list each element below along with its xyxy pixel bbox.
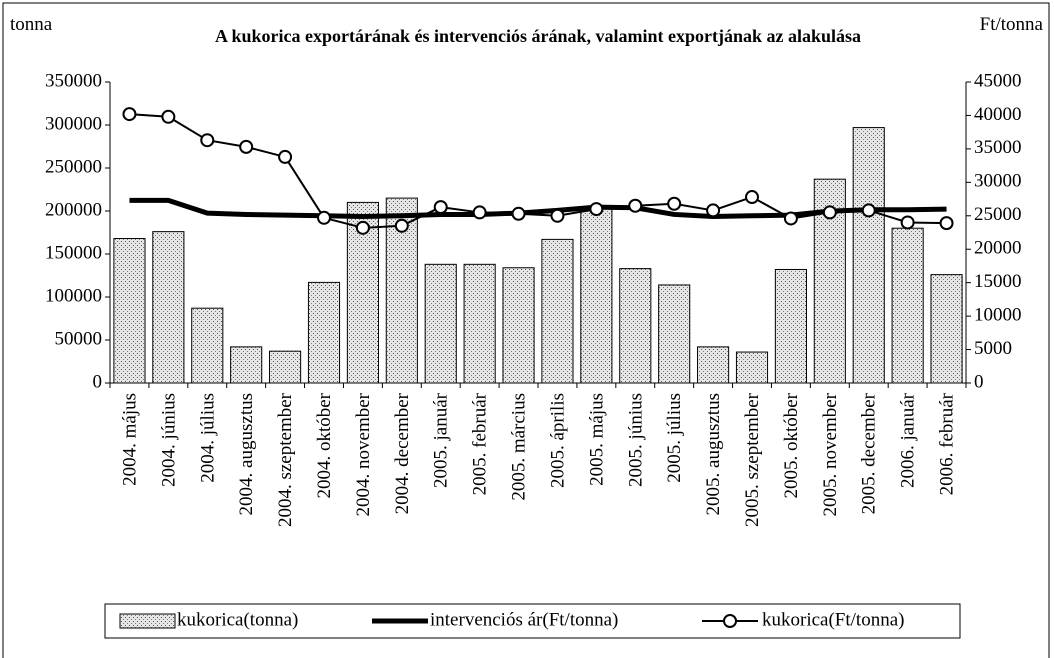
x-tick-label: 2005. február: [470, 392, 491, 495]
legend-label: kukorica(tonna): [177, 609, 298, 630]
y2-tick-label: 15000: [974, 271, 1022, 292]
x-tick-label: 2006. február: [937, 392, 958, 495]
x-tick-label: 2005. november: [820, 392, 841, 516]
marker: [783, 211, 798, 226]
y-tick-label: 0: [93, 371, 103, 392]
marker: [433, 200, 448, 215]
marker: [939, 216, 954, 231]
bar: [152, 231, 185, 384]
legend-swatch: [119, 613, 176, 629]
y2-tick-label: 10000: [974, 304, 1022, 325]
bar: [230, 346, 263, 384]
bar: [191, 307, 224, 384]
bar: [619, 268, 652, 384]
bar: [580, 207, 613, 384]
y2-tick-label: 35000: [974, 137, 1022, 158]
y-tick-label: 100000: [45, 285, 102, 306]
marker: [589, 202, 604, 217]
marker: [278, 149, 293, 164]
marker: [900, 215, 915, 230]
bar: [735, 351, 769, 384]
x-tick-label: 2004. június: [158, 393, 179, 487]
marker: [122, 107, 137, 122]
x-tick-label: 2005. július: [664, 393, 685, 483]
y2-axis-label: Ft/tonna: [980, 14, 1044, 35]
y-tick-label: 300000: [45, 113, 102, 134]
x-tick-label: 2004. december: [392, 392, 413, 514]
x-tick-label: 2005. március: [509, 393, 530, 501]
y-axis-label: tonna: [10, 14, 53, 35]
bar: [502, 267, 535, 384]
legend-swatch: [723, 614, 737, 628]
marker: [550, 208, 565, 223]
bar: [930, 274, 963, 384]
marker: [667, 196, 682, 211]
marker: [511, 206, 526, 221]
bar: [307, 281, 341, 384]
x-tick-label: 2004. július: [197, 393, 218, 483]
y2-tick-label: 25000: [974, 204, 1022, 225]
marker: [745, 190, 759, 205]
y2-tick-label: 40000: [974, 104, 1022, 125]
x-tick-label: 2004. november: [353, 392, 374, 516]
y2-tick-label: 30000: [974, 171, 1022, 192]
legend: [104, 603, 961, 639]
bar: [658, 284, 691, 384]
bar: [541, 238, 574, 384]
x-tick-label: 2004. szeptember: [275, 392, 296, 527]
marker: [822, 205, 837, 220]
x-tick-label: 2005. június: [625, 393, 646, 487]
x-tick-label: 2005. október: [781, 392, 802, 498]
marker: [472, 205, 487, 220]
bar: [269, 350, 302, 384]
y2-tick-label: 0: [974, 371, 984, 392]
legend-label: intervenciós ár(Ft/tonna): [430, 609, 618, 630]
x-tick-label: 2005. szeptember: [742, 392, 763, 527]
x-tick-label: 2005. május: [586, 393, 607, 486]
bar: [891, 227, 924, 384]
marker: [355, 220, 370, 235]
line: [129, 113, 947, 229]
y2-tick-label: 45000: [974, 70, 1022, 91]
marker: [706, 203, 721, 218]
x-tick-label: 2005. augusztus: [703, 393, 724, 515]
x-tick-label: 2004. május: [119, 393, 140, 486]
marker: [239, 139, 254, 154]
y-tick-label: 200000: [45, 199, 102, 220]
chart-title: A kukorica exportárának és intervenciós …: [215, 26, 861, 46]
y2-tick-label: 5000: [974, 338, 1012, 359]
marker: [628, 198, 643, 213]
marker: [317, 210, 331, 225]
x-tick-label: 2006. január: [898, 392, 919, 488]
marker: [200, 133, 215, 148]
y-tick-label: 350000: [45, 70, 102, 91]
bar: [113, 238, 146, 384]
x-tick-label: 2004. október: [314, 392, 335, 498]
x-tick-label: 2005. december: [859, 392, 880, 514]
bar: [463, 263, 496, 384]
legend-label: kukorica(Ft/tonna): [762, 609, 904, 630]
x-tick-label: 2005. április: [547, 393, 568, 488]
y-tick-label: 150000: [45, 242, 102, 263]
bar: [697, 346, 730, 384]
marker: [394, 218, 409, 233]
y-tick-label: 250000: [45, 156, 102, 177]
marker: [861, 203, 876, 218]
bar: [774, 268, 807, 384]
y-tick-label: 50000: [55, 328, 103, 349]
x-tick-label: 2005. január: [431, 392, 452, 488]
bar: [424, 263, 457, 384]
y2-tick-label: 20000: [974, 238, 1022, 259]
x-tick-label: 2004. augusztus: [236, 393, 257, 515]
marker: [161, 109, 176, 124]
bar: [852, 127, 885, 384]
line: [129, 197, 947, 219]
